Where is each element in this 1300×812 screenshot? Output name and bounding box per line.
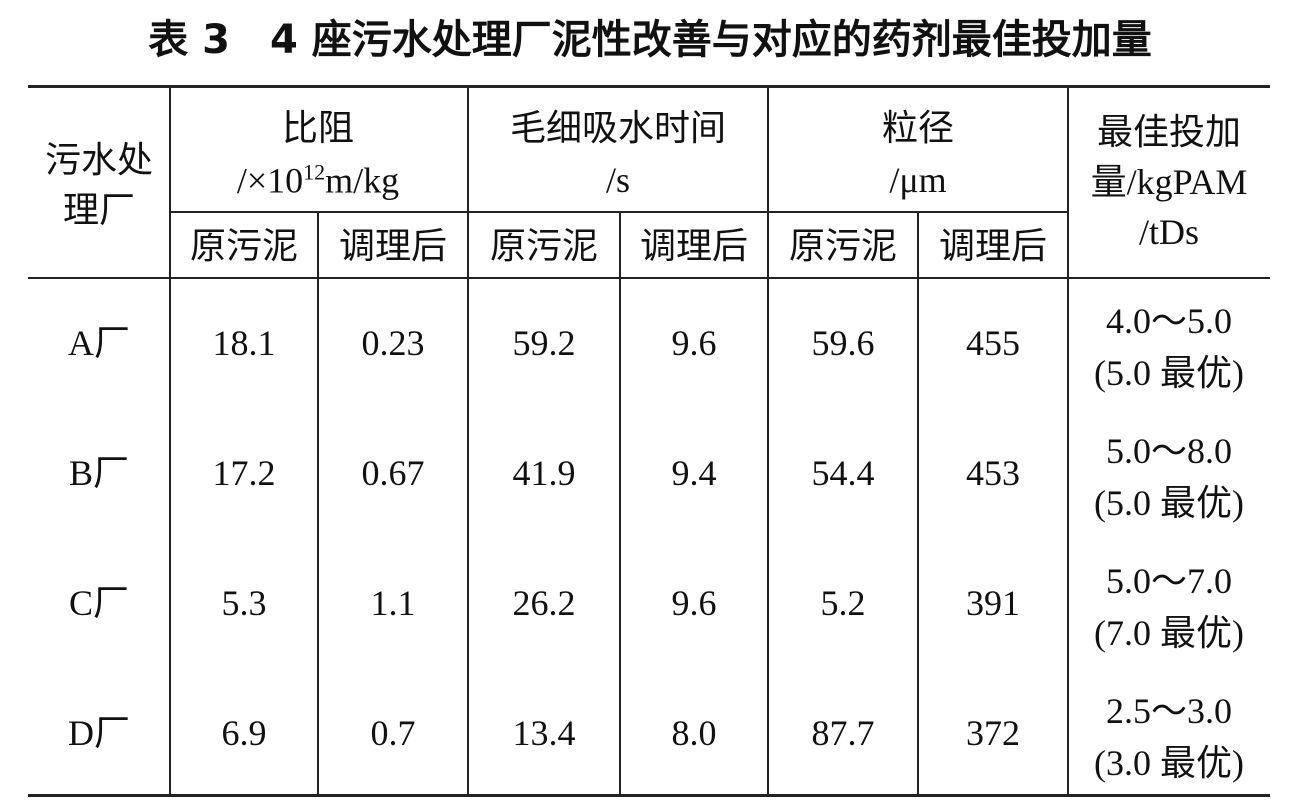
cell-text: 59.6 [811, 323, 875, 363]
cell-text: 9.4 [671, 453, 717, 493]
cell-text: 5.0～7.0 [1105, 561, 1233, 601]
cell-text: 54.4 [811, 453, 875, 493]
cell-text: 2.5～3.0 [1105, 691, 1233, 731]
header: 量/kgPAM [1090, 162, 1248, 202]
rule [767, 86, 769, 795]
cell-text: 26.2 [512, 583, 576, 623]
header: /μm [889, 160, 947, 200]
header: 理厂 [62, 190, 136, 230]
cell-text: (3.0 最优) [1094, 743, 1244, 783]
header: 毛细吸水时间 [509, 108, 727, 148]
cell-text: 0.23 [361, 323, 425, 363]
cell-text: C厂 [68, 583, 130, 623]
cell-text: 0.7 [370, 713, 416, 753]
sub-header: 调理后 [639, 226, 749, 266]
header: 最佳投加 [1096, 112, 1242, 152]
sub-header: 原污泥 [489, 226, 599, 266]
cell-text: (7.0 最优) [1094, 613, 1244, 653]
header: 比阻 [281, 108, 355, 148]
sub-header: 原污泥 [788, 226, 898, 266]
sub-header: 调理后 [338, 226, 448, 266]
cell-text: 9.6 [671, 583, 717, 623]
header-part: 12 [303, 159, 326, 185]
rule [1067, 86, 1069, 795]
cell-text: 87.7 [811, 713, 875, 753]
sub-header: 调理后 [938, 226, 1048, 266]
cell-text: 13.4 [512, 713, 576, 753]
cell-text: 6.9 [221, 713, 267, 753]
cell-text: 455 [966, 323, 1020, 363]
rule [169, 86, 171, 795]
cell-text: 59.2 [512, 323, 576, 363]
header: /s [605, 160, 631, 200]
cell-text: 17.2 [212, 453, 276, 493]
rule [467, 86, 469, 795]
rule [28, 793, 1270, 797]
cell-text: 18.1 [212, 323, 276, 363]
header: /×1012m/kg [236, 159, 400, 201]
title: 表 3 4 座污水处理厂泥性改善与对应的药剂最佳投加量 [148, 17, 1152, 63]
cell-text: 5.2 [820, 583, 866, 623]
rule [917, 212, 919, 795]
sub-header: 原污泥 [189, 226, 299, 266]
header: /tDs [1138, 212, 1200, 252]
cell-text: (5.0 最优) [1094, 353, 1244, 393]
rule [619, 212, 621, 795]
cell-text: D厂 [68, 713, 130, 753]
rule [317, 212, 319, 795]
rule [28, 84, 1270, 88]
header: 污水处 [44, 140, 154, 180]
cell-text: (5.0 最优) [1094, 483, 1244, 523]
cell-text: 41.9 [512, 453, 576, 493]
cell-text: A厂 [68, 323, 130, 363]
header: 粒径 [881, 108, 955, 148]
header-part: m/kg [325, 160, 400, 201]
cell-text: 372 [966, 713, 1020, 753]
cell-text: 9.6 [671, 323, 717, 363]
cell-text: 5.0～8.0 [1105, 431, 1233, 471]
cell-text: 1.1 [370, 583, 416, 623]
cell-text: 0.67 [361, 453, 425, 493]
cell-text: 5.3 [221, 583, 267, 623]
rule [28, 277, 1270, 279]
cell-text: 453 [966, 453, 1020, 493]
cell-text: 4.0～5.0 [1105, 301, 1233, 341]
header-part: /×10 [236, 160, 304, 201]
cell-text: B厂 [68, 453, 130, 493]
cell-text: 391 [966, 583, 1020, 623]
cell-text: 8.0 [671, 713, 717, 753]
